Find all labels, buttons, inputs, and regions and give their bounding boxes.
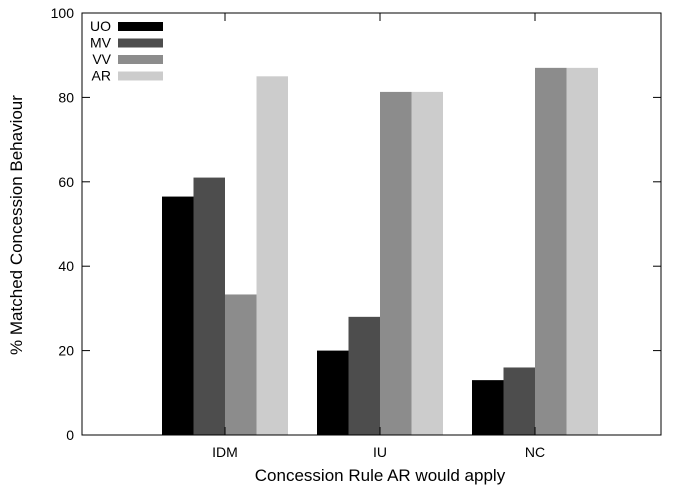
y-tick-label: 40	[58, 258, 74, 274]
x-axis-ticks: IDM IU NC	[212, 13, 545, 460]
legend-label-ar: AR	[92, 68, 111, 84]
x-tick-label-idm: IDM	[212, 444, 238, 460]
bar-vv-nc	[535, 67, 567, 436]
bars-layer	[162, 67, 598, 436]
bar-mv-iu	[348, 316, 380, 435]
bar-mv-idm	[193, 177, 225, 435]
y-tick-label: 80	[58, 89, 74, 105]
y-axis-ticks: 0 20 40 60 80 100	[51, 5, 661, 443]
bar-uo-nc	[472, 380, 504, 435]
x-tick-label-nc: NC	[525, 444, 545, 460]
y-tick-label: 0	[66, 427, 74, 443]
x-axis-label: Concession Rule AR would apply	[255, 466, 506, 485]
x-tick-label-iu: IU	[373, 444, 387, 460]
bar-vv-idm	[225, 294, 257, 435]
plot-frame	[81, 12, 662, 436]
bar-uo-idm	[162, 196, 194, 435]
y-tick-label: 100	[51, 5, 75, 21]
plot-border	[81, 12, 662, 436]
bar-mv-nc	[503, 367, 535, 435]
y-tick-label: 20	[58, 343, 74, 359]
bar-ar-nc	[566, 67, 598, 436]
legend-label-uo: UO	[90, 18, 111, 34]
bar-vv-iu	[380, 91, 412, 435]
legend-swatch-uo	[118, 22, 163, 31]
legend-swatch-ar	[118, 71, 163, 81]
legend-swatch-vv	[118, 55, 163, 64]
bar-ar-idm	[256, 76, 288, 436]
legend-label-vv: VV	[92, 51, 111, 67]
bar-uo-iu	[317, 350, 349, 435]
bar-ar-iu	[411, 91, 443, 435]
legend-label-mv: MV	[90, 35, 112, 51]
legend-swatch-mv	[118, 38, 163, 48]
y-axis-label: % Matched Concession Behaviour	[7, 95, 26, 355]
y-tick-label: 60	[58, 174, 74, 190]
